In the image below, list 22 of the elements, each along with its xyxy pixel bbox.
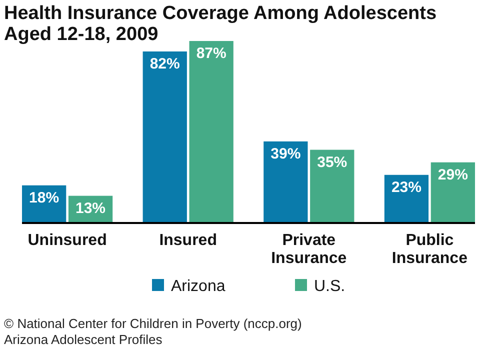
x-tick-label: Insured <box>159 232 217 249</box>
x-tick-label: Private Insurance <box>271 232 347 267</box>
bar <box>430 162 475 223</box>
x-tick-label: Public Insurance <box>392 232 468 267</box>
bar <box>142 51 187 223</box>
text: © National Center for Children in Poverty (nccp.org) <box>4 316 302 331</box>
legend-label: Arizona <box>171 278 226 295</box>
bar <box>189 41 234 223</box>
data-label: 29% <box>438 166 468 184</box>
data-label: 23% <box>391 178 422 196</box>
data-label: 87% <box>196 45 226 62</box>
data-label: 35% <box>317 154 348 171</box>
bar <box>310 150 354 223</box>
data-label: 82% <box>150 55 180 72</box>
data-label: 39% <box>270 145 301 162</box>
chart-title: Health Insurance Coverage Among Adolescents Aged 12-18, 2009 <box>4 3 437 45</box>
data-label: 18% <box>29 189 60 206</box>
data-label: 13% <box>76 200 106 217</box>
text: Arizona Adolescent Profiles <box>4 332 163 347</box>
legend-label: U.S. <box>314 278 346 295</box>
bar <box>264 141 308 223</box>
x-tick-label: Uninsured <box>28 232 107 249</box>
